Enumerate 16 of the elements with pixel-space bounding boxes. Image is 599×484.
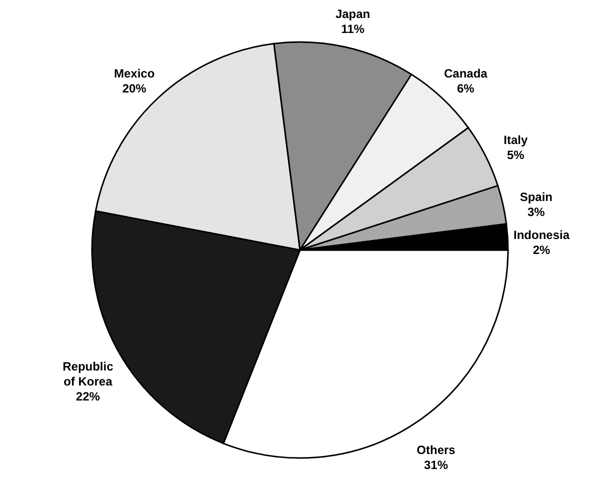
slice-label: Indonesia [514,228,570,242]
data-label: 31% [424,458,448,472]
data-label: 20% [122,82,147,96]
data-label: 3% [528,205,546,220]
data-label: 2% [532,242,551,257]
data-label: 22% [76,390,100,404]
data-label: 11% [341,22,365,36]
slice-label: Italy [504,133,528,148]
slice-label: Japan [335,6,370,21]
slice-label: Spain [520,190,553,204]
slice-label: Mexico [114,66,155,81]
slice-label: Republic of Korea [62,360,114,389]
data-label: 6% [456,82,475,96]
slice-label: Canada [444,66,488,81]
slice-label: Others [416,443,456,458]
data-label: 5% [506,148,525,162]
